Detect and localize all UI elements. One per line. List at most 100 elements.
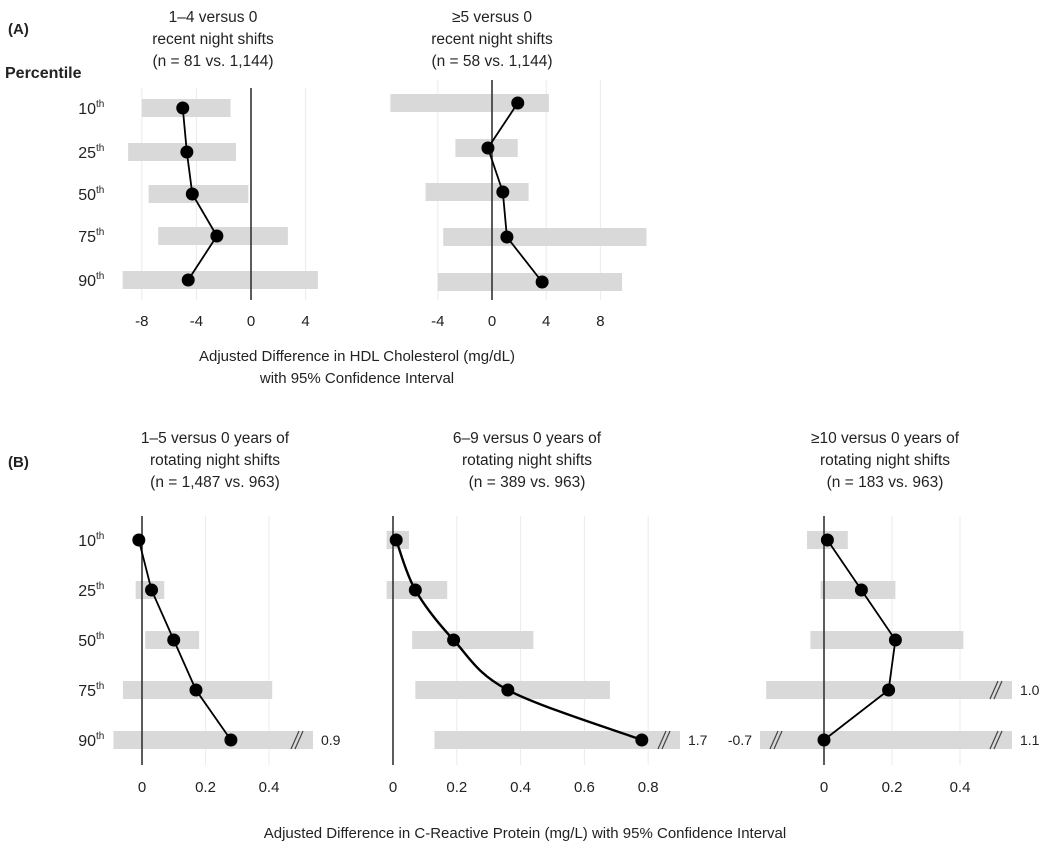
- axis-break-mark: [657, 730, 667, 750]
- x-tick-label: -4: [431, 313, 444, 330]
- estimate-point: [500, 230, 514, 244]
- percentile-row-label-suffix: th: [96, 99, 104, 110]
- panel-2: ≥5 versus 0 recent night shifts (n = 58 vs…: [390, 9, 647, 330]
- x-tick-label: 0.2: [882, 779, 903, 796]
- estimate-point: [210, 229, 224, 243]
- estimate-point: [496, 185, 510, 199]
- x-tick-label: 0: [138, 779, 146, 796]
- panel-b-xlabel: Adjusted Difference in C-Reactive Protei…: [264, 825, 786, 842]
- percentile-header: Percentile: [5, 65, 82, 82]
- percentile-row-label-suffix: th: [96, 631, 104, 642]
- axis-break-mark: [773, 730, 783, 750]
- estimate-point: [224, 733, 238, 747]
- percentile-row-label: 50: [78, 187, 96, 204]
- percentile-row-label-suffix: th: [96, 271, 104, 282]
- x-tick-label: -4: [190, 313, 203, 330]
- panel-title-line: (n = 1,487 vs. 963): [150, 474, 280, 491]
- panel-a-xlabel-line1: Adjusted Difference in HDL Cholesterol (…: [199, 348, 515, 365]
- percentile-row-label: 10: [78, 533, 96, 550]
- panel-title-line: (n = 389 vs. 963): [469, 474, 586, 491]
- panel-title-line: recent night shifts: [152, 31, 274, 48]
- percentile-row-label: 10: [78, 101, 96, 118]
- percentile-row-label-suffix: th: [96, 227, 104, 238]
- estimate-point: [447, 633, 461, 647]
- axis-break-mark: [769, 730, 779, 750]
- estimate-point: [389, 533, 403, 547]
- percentile-row-label-suffix: th: [96, 731, 104, 742]
- ci-bar: [113, 731, 313, 749]
- estimate-point: [167, 633, 181, 647]
- x-tick-label: 0: [488, 313, 496, 330]
- x-tick-label: -8: [135, 313, 148, 330]
- panel-a-label: (A): [8, 21, 29, 38]
- ci-bar: [412, 631, 534, 649]
- break-value-label: 0.9: [321, 732, 341, 748]
- x-tick-label: 0.8: [638, 779, 659, 796]
- break-value-label: 1.0: [1020, 682, 1040, 698]
- percentile-row-label-suffix: th: [96, 531, 104, 542]
- panel-3: 1–5 versus 0 years of rotating night shif…: [78, 430, 340, 796]
- estimate-point: [132, 533, 146, 547]
- x-tick-label: 0.4: [259, 779, 280, 796]
- panel-title-line: rotating night shifts: [820, 452, 950, 469]
- x-tick-label: 0: [247, 313, 255, 330]
- percentile-row-label: 50: [78, 633, 96, 650]
- panel-title-line: rotating night shifts: [150, 452, 280, 469]
- ci-bar: [443, 228, 647, 246]
- axis-break-mark: [993, 730, 1003, 750]
- break-value-label: 1.7: [688, 732, 708, 748]
- x-tick-label: 8: [596, 313, 604, 330]
- axis-break-mark: [294, 730, 304, 750]
- estimate-point: [501, 683, 515, 697]
- axis-break-mark: [989, 730, 999, 750]
- axis-break-mark: [993, 680, 1003, 700]
- ci-bar: [122, 271, 318, 289]
- percentile-row-label: 75: [78, 229, 96, 246]
- percentile-row-label: 90: [78, 733, 96, 750]
- percentile-row-label-suffix: th: [96, 581, 104, 592]
- panel-4: 6–9 versus 0 years of rotating night shif…: [386, 430, 708, 796]
- panel-1: 1–4 versus 0 recent night shifts (n = 81 v…: [78, 9, 318, 330]
- percentile-row-label: 75: [78, 683, 96, 700]
- panel-title-line: ≥10 versus 0 years of: [811, 430, 960, 447]
- estimate-line: [395, 539, 643, 742]
- estimate-point: [180, 145, 194, 159]
- percentile-row-label-suffix: th: [96, 681, 104, 692]
- ci-bar: [760, 731, 1012, 749]
- panel-title-line: 6–9 versus 0 years of: [453, 430, 602, 447]
- panel-title-line: 1–4 versus 0: [169, 9, 258, 26]
- estimate-point: [181, 273, 195, 287]
- estimate-point: [882, 683, 896, 697]
- percentile-row-label-suffix: th: [96, 185, 104, 196]
- estimate-point: [481, 141, 495, 155]
- x-tick-label: 0: [389, 779, 397, 796]
- x-tick-label: 0.2: [446, 779, 467, 796]
- estimate-point: [820, 533, 834, 547]
- ci-bar: [810, 631, 964, 649]
- panel-title-line: (n = 81 vs. 1,144): [152, 53, 273, 70]
- estimate-point: [535, 275, 549, 289]
- ci-bar: [425, 183, 529, 201]
- estimate-point: [635, 733, 649, 747]
- panel-title-line: (n = 58 vs. 1,144): [431, 53, 552, 70]
- ci-bar: [434, 731, 680, 749]
- x-tick-label: 4: [542, 313, 550, 330]
- panel-title-line: 1–5 versus 0 years of: [141, 430, 290, 447]
- panel-title-line: (n = 183 vs. 963): [827, 474, 944, 491]
- estimate-point: [176, 101, 190, 115]
- axis-break-mark: [290, 730, 300, 750]
- break-value-label: -0.7: [728, 732, 752, 748]
- x-tick-label: 0.4: [510, 779, 531, 796]
- ci-bar: [390, 94, 549, 112]
- x-tick-label: 0.6: [574, 779, 595, 796]
- panel-title-line: ≥5 versus 0: [452, 9, 532, 26]
- x-tick-label: 0.2: [195, 779, 216, 796]
- estimate-point: [511, 96, 525, 110]
- break-value-label: 1.1: [1020, 732, 1040, 748]
- panel-b-label: (B): [8, 454, 29, 471]
- percentile-row-label: 90: [78, 273, 96, 290]
- estimate-point: [817, 733, 831, 747]
- estimate-point: [185, 187, 199, 201]
- estimate-point: [854, 583, 868, 597]
